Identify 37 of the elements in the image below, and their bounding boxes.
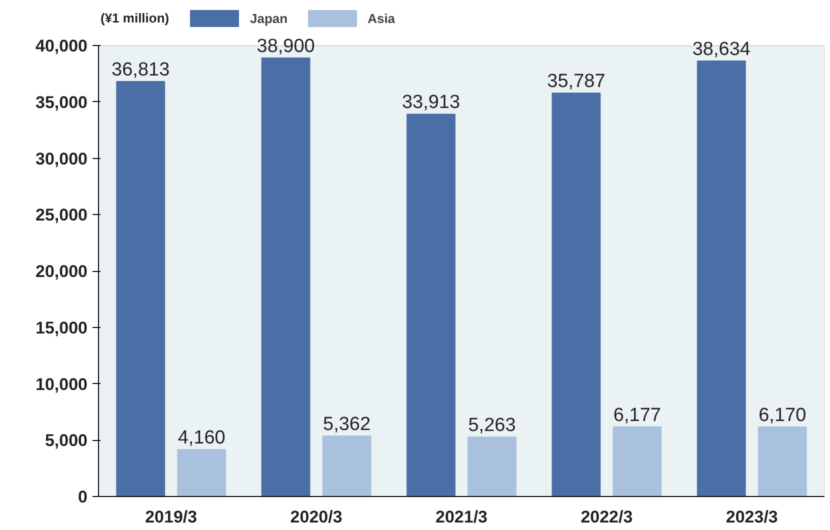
bar bbox=[116, 81, 166, 496]
data-label: 5,263 bbox=[468, 415, 516, 436]
x-tick-label: 2019/3 bbox=[145, 508, 198, 526]
y-tick-label: 40,000 bbox=[36, 36, 88, 56]
data-label: 6,177 bbox=[613, 404, 661, 426]
y-tick-label: 10,000 bbox=[36, 374, 88, 394]
bar bbox=[322, 436, 372, 496]
bar bbox=[177, 449, 226, 496]
data-label: 35,787 bbox=[547, 71, 606, 92]
y-tick-label: 35,000 bbox=[36, 92, 88, 112]
bar bbox=[612, 426, 662, 496]
y-tick-label: 30,000 bbox=[36, 149, 88, 168]
data-label: 4,160 bbox=[178, 428, 226, 449]
bar bbox=[406, 114, 456, 496]
y-tick-label: 20,000 bbox=[36, 262, 88, 282]
bar bbox=[696, 60, 746, 496]
y-tick-label: 0 bbox=[78, 488, 88, 506]
y-tick-label: 25,000 bbox=[36, 206, 88, 225]
y-tick-label: 15,000 bbox=[36, 318, 88, 338]
data-label: 33,913 bbox=[402, 92, 460, 114]
data-label: 5,362 bbox=[323, 414, 371, 436]
x-tick-label: 2021/3 bbox=[436, 508, 488, 526]
bar bbox=[468, 436, 516, 496]
data-label: 38,900 bbox=[256, 36, 315, 57]
bar bbox=[758, 426, 807, 496]
bar bbox=[261, 57, 310, 496]
bar bbox=[552, 92, 601, 496]
data-label: 36,813 bbox=[112, 60, 170, 81]
data-label: 38,634 bbox=[692, 38, 751, 60]
y-tick-label: 5,000 bbox=[44, 431, 88, 450]
x-tick-label: 2023/3 bbox=[726, 508, 778, 526]
y-axis-title: (¥1 million) bbox=[100, 10, 170, 26]
legend-label: Asia bbox=[368, 10, 396, 26]
x-tick-label: 2020/3 bbox=[290, 508, 342, 526]
x-tick-label: 2022/3 bbox=[580, 508, 633, 526]
data-label: 6,170 bbox=[758, 404, 806, 426]
legend-label: Japan bbox=[250, 10, 288, 26]
